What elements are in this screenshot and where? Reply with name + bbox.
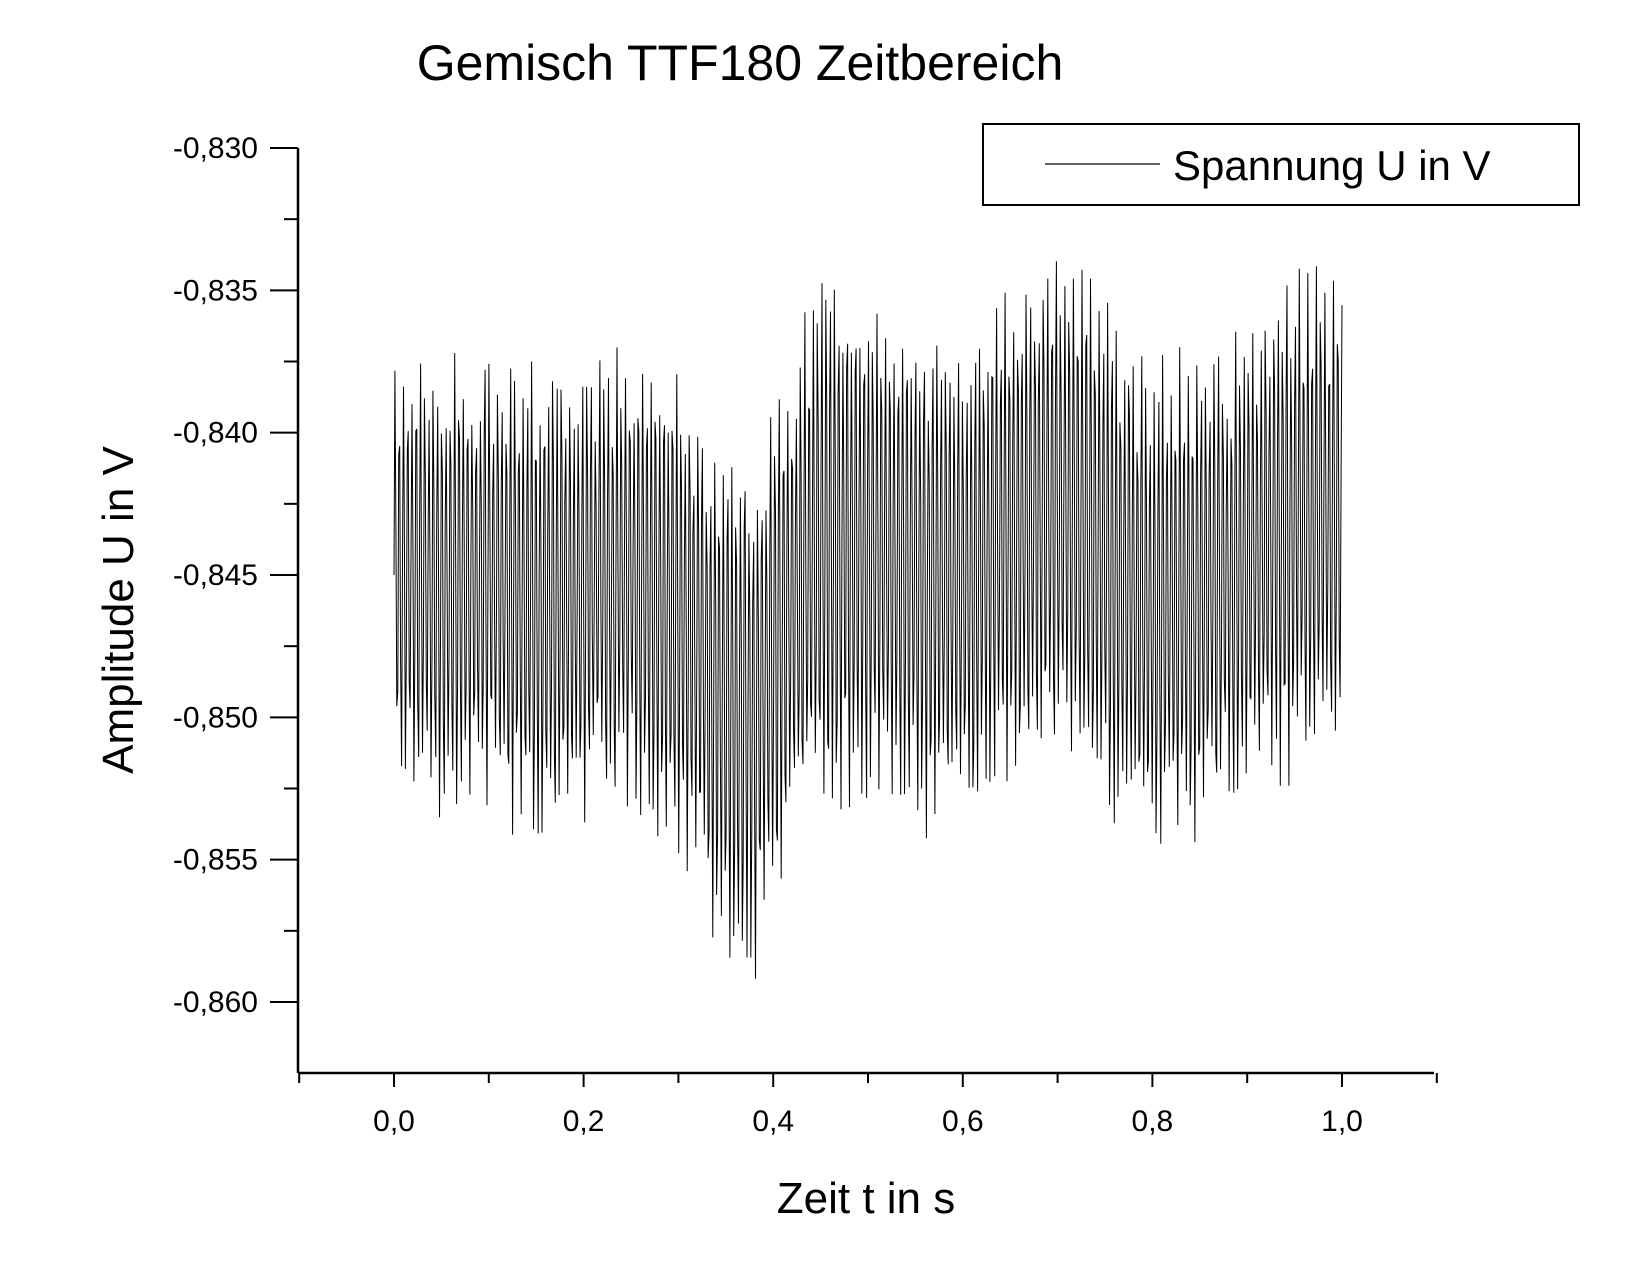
legend-entry-spannung: Spannung U in V: [1173, 142, 1491, 189]
y-tick-label: -0,840: [173, 417, 258, 450]
chart-title: Gemisch TTF180 Zeitbereich: [417, 35, 1064, 91]
y-tick-label: -0,860: [173, 986, 258, 1019]
y-ticks: -0,830 -0,835 -0,840 -0,845 -0,850 -0,855 -0,8…: [173, 132, 298, 1019]
series-group: [393, 261, 1343, 979]
x-tick-label: 0,6: [942, 1105, 984, 1138]
y-tick-label: -0,830: [173, 132, 258, 165]
x-tick-label: 0,4: [752, 1105, 794, 1138]
x-axis-label: Zeit t in s: [777, 1174, 956, 1223]
y-axis-label: Amplitude U in V: [94, 445, 143, 773]
x-tick-label: 0,0: [373, 1105, 415, 1138]
x-tick-label: 0,2: [563, 1105, 605, 1138]
y-tick-label: -0,845: [173, 559, 258, 592]
x-tick-label: 1,0: [1321, 1105, 1363, 1138]
x-ticks: 0,0 0,2 0,4 0,6 0,8 1,0: [298, 1073, 1438, 1138]
y-tick-label: -0,835: [173, 274, 258, 307]
x-tick-label: 0,8: [1132, 1105, 1174, 1138]
y-tick-label: -0,855: [173, 844, 258, 877]
legend: Spannung U in V: [982, 123, 1580, 206]
y-tick-label: -0,850: [173, 701, 258, 734]
series-line-spannung: [393, 261, 1343, 979]
axes: [296, 148, 1434, 1075]
